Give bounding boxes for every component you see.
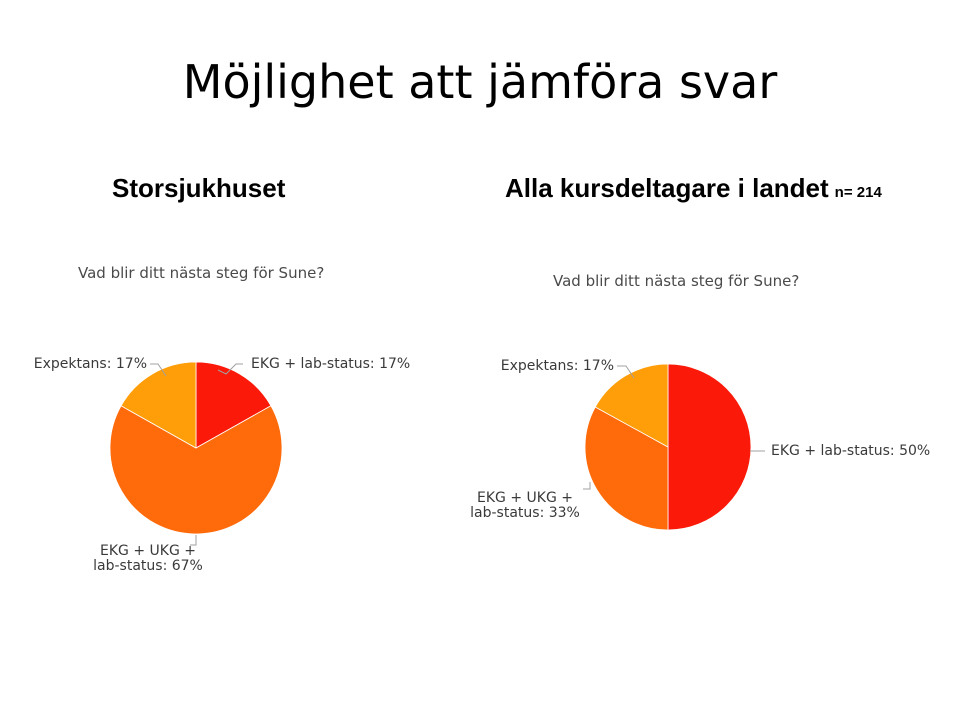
slice-label: Expektans: 17% bbox=[34, 356, 147, 372]
pie-slice-right-2 bbox=[594, 363, 669, 448]
pie-slice-right-0 bbox=[667, 363, 752, 531]
panel-heading-right: Alla kursdeltagare i landet n= 214 bbox=[505, 170, 882, 211]
slice-label: EKG + lab-status: 17% bbox=[251, 356, 410, 372]
chart-question-right: Vad blir ditt nästa steg för Sune? bbox=[553, 272, 800, 290]
panel-heading-left: Storsjukhuset bbox=[112, 170, 285, 206]
pie-slice-left-1 bbox=[109, 405, 283, 535]
leader-line bbox=[617, 365, 635, 379]
slice-label: Expektans: 17% bbox=[501, 358, 614, 374]
slide-title: Möjlighet att jämföra svar bbox=[182, 55, 778, 109]
sample-size-label: n= 214 bbox=[834, 184, 882, 201]
panel-heading-left-text: Storsjukhuset bbox=[112, 173, 286, 203]
panel-heading-right-text: Alla kursdeltagare i landet bbox=[505, 173, 829, 203]
leader-line bbox=[583, 482, 591, 490]
pie-slice-left-2 bbox=[120, 361, 197, 449]
slice-label: EKG + UKG + lab-status: 33% bbox=[470, 490, 580, 521]
slice-label: EKG + UKG + lab-status: 67% bbox=[93, 543, 203, 574]
leader-line bbox=[190, 535, 197, 546]
leader-line bbox=[150, 363, 167, 377]
leader-line bbox=[217, 363, 243, 375]
pie-slice-left-0 bbox=[195, 361, 272, 449]
chart-question-left: Vad blir ditt nästa steg för Sune? bbox=[78, 264, 325, 282]
pie-slice-right-1 bbox=[584, 406, 669, 531]
slice-label: EKG + lab-status: 50% bbox=[771, 443, 930, 459]
